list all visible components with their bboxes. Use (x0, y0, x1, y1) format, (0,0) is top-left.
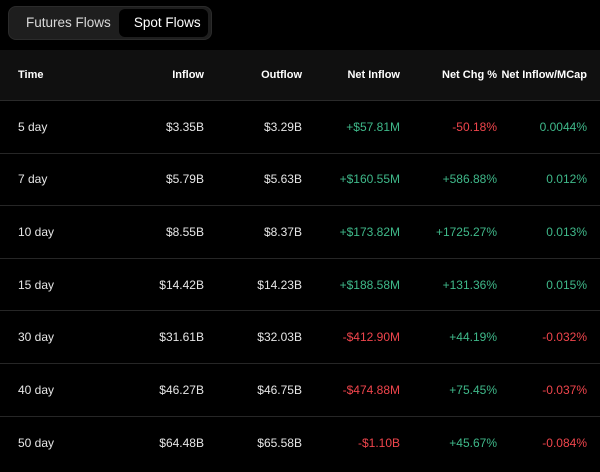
cell-time: 40 day (18, 382, 55, 397)
cell-time: 50 day (18, 435, 55, 450)
cell-inflow: $8.55B (165, 224, 204, 239)
cell-net-inflow: -$474.88M (342, 382, 400, 397)
cell-time: 5 day (18, 119, 48, 134)
tab-futures-flows[interactable]: Futures Flows (26, 15, 111, 30)
cell-outflow: $32.03B (257, 330, 302, 345)
table-header-row: Time Inflow Outflow Net Inflow Net Chg %… (0, 50, 600, 101)
cell-net-inflow-mcap: -0.084% (542, 435, 587, 450)
cell-time: 7 day (18, 172, 48, 187)
table-row: 7 day $5.79B $5.63B +$160.55M +586.88% 0.012% (0, 154, 600, 207)
cell-net-inflow: +$160.55M (339, 172, 400, 187)
cell-net-inflow-mcap: 0.015% (546, 277, 587, 292)
column-header-time[interactable]: Time (18, 69, 44, 81)
column-header-net-inflow-mcap[interactable]: Net Inflow/MCap (501, 69, 587, 81)
flows-table: Time Inflow Outflow Net Inflow Net Chg %… (0, 50, 600, 472)
table-row: 50 day $64.48B $65.58B -$1.10B +45.67% -0.084… (0, 417, 600, 470)
cell-inflow: $5.79B (165, 172, 204, 187)
cell-net-inflow-mcap: 0.0044% (539, 119, 587, 134)
cell-net-inflow: +$173.82M (339, 224, 400, 239)
cell-net-chg: -50.18% (452, 119, 497, 134)
cell-net-inflow-mcap: -0.037% (542, 382, 587, 397)
cell-inflow: $64.48B (159, 435, 204, 450)
table-row: 5 day $3.35B $3.29B +$57.81M -50.18% 0.0044% (0, 101, 600, 154)
table-body: 5 day $3.35B $3.29B +$57.81M -50.18% 0.0044% 7… (0, 101, 600, 469)
cell-inflow: $3.35B (165, 119, 204, 134)
cell-net-inflow: -$1.10B (357, 435, 400, 450)
cell-inflow: $31.61B (159, 330, 204, 345)
cell-net-chg: +131.36% (442, 277, 497, 292)
cell-net-chg: +45.67% (449, 435, 497, 450)
cell-net-inflow: +$188.58M (339, 277, 400, 292)
column-header-net-inflow[interactable]: Net Inflow (347, 69, 400, 81)
cell-net-inflow: +$57.81M (346, 119, 400, 134)
table-row: 40 day $46.27B $46.75B -$474.88M +75.45% -0.0… (0, 364, 600, 417)
cell-inflow: $14.42B (159, 277, 204, 292)
table-row: 15 day $14.42B $14.23B +$188.58M +131.36% 0.0… (0, 259, 600, 312)
table-row: 10 day $8.55B $8.37B +$173.82M +1725.27% 0.01… (0, 206, 600, 259)
cell-outflow: $46.75B (257, 382, 302, 397)
cell-outflow: $5.63B (263, 172, 302, 187)
cell-outflow: $3.29B (263, 119, 302, 134)
column-header-net-chg[interactable]: Net Chg % (442, 69, 497, 81)
cell-outflow: $65.58B (257, 435, 302, 450)
cell-net-chg: +44.19% (449, 330, 497, 345)
column-header-outflow[interactable]: Outflow (261, 69, 302, 81)
cell-net-chg: +586.88% (442, 172, 497, 187)
cell-net-chg: +75.45% (449, 382, 497, 397)
cell-net-inflow-mcap: 0.012% (546, 172, 587, 187)
column-header-inflow[interactable]: Inflow (172, 69, 204, 81)
cell-time: 10 day (18, 224, 55, 239)
cell-net-inflow: -$412.90M (342, 330, 400, 345)
cell-time: 15 day (18, 277, 55, 292)
cell-time: 30 day (18, 330, 55, 345)
cell-inflow: $46.27B (159, 382, 204, 397)
tab-spot-flows[interactable]: Spot Flows (118, 9, 208, 37)
cell-outflow: $14.23B (257, 277, 302, 292)
table-row: 30 day $31.61B $32.03B -$412.90M +44.19% -0.0… (0, 311, 600, 364)
cell-net-chg: +1725.27% (435, 224, 497, 239)
cell-outflow: $8.37B (263, 224, 302, 239)
cell-net-inflow-mcap: -0.032% (542, 330, 587, 345)
flows-tab-switch: Futures Flows Spot Flows (8, 6, 212, 40)
cell-net-inflow-mcap: 0.013% (546, 224, 587, 239)
